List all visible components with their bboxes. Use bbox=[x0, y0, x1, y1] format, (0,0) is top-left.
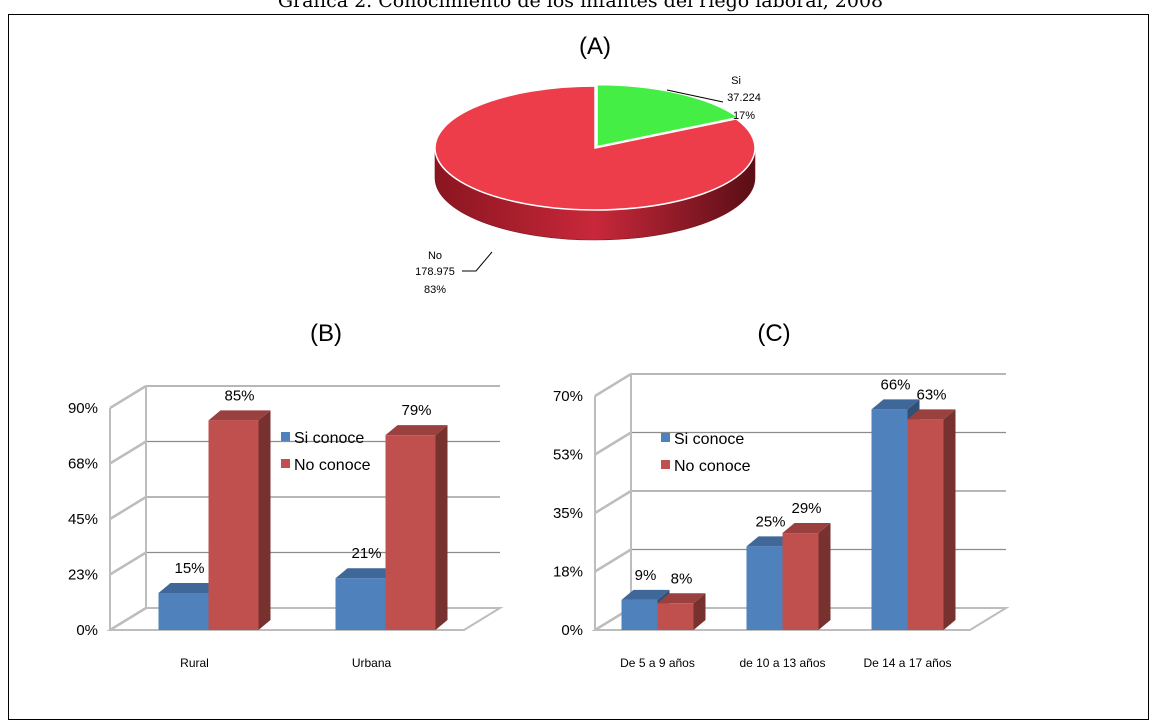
bar-side-c bbox=[693, 593, 706, 630]
figure-title: Gráfica 2. Conocimiento de los infantes … bbox=[277, 0, 884, 12]
legend-label-b: Si conoce bbox=[294, 430, 364, 447]
y-tick-label-c: 53% bbox=[553, 447, 583, 464]
panel-label-a: (A) bbox=[579, 33, 611, 60]
data-label-b: 85% bbox=[224, 387, 254, 404]
y-tick-label-b: 90% bbox=[68, 400, 98, 417]
data-label-b: 15% bbox=[174, 560, 204, 577]
data-label-c: 63% bbox=[916, 386, 946, 403]
category-label-b: Urbana bbox=[352, 656, 392, 670]
label-no-name: No bbox=[428, 250, 442, 262]
legend-label-b: No conoce bbox=[294, 457, 371, 474]
y-tick-label-c: 18% bbox=[553, 564, 583, 581]
y-tick-label-b: 0% bbox=[76, 622, 98, 639]
bar-no-c bbox=[657, 603, 694, 630]
bar-top-c bbox=[657, 593, 706, 604]
category-label-b: Rural bbox=[180, 656, 209, 670]
figure-frame bbox=[8, 14, 1149, 720]
label-si-name: Si bbox=[731, 75, 741, 87]
data-label-b: 21% bbox=[351, 545, 381, 562]
legend-label-c: No conoce bbox=[674, 458, 751, 475]
bar-si-c bbox=[746, 546, 783, 630]
pie-slice-no bbox=[434, 85, 756, 211]
label-si-percent: 17% bbox=[733, 110, 755, 122]
bar-si-c bbox=[871, 409, 908, 630]
legend-swatch-b bbox=[281, 459, 290, 468]
gridline-side-c bbox=[594, 548, 632, 573]
data-label-b: 79% bbox=[401, 402, 431, 419]
bar-side-c bbox=[943, 409, 956, 630]
bar-si-b bbox=[335, 578, 386, 630]
y-tick-label-c: 35% bbox=[553, 505, 583, 522]
gridline-side-b bbox=[109, 440, 147, 465]
y-tick-label-b: 23% bbox=[68, 567, 98, 584]
pie-slice-si bbox=[596, 83, 741, 148]
panel-label-b: (B) bbox=[310, 320, 342, 347]
panel-label-c: (C) bbox=[757, 320, 790, 347]
y-tick-label-c: 70% bbox=[553, 388, 583, 405]
bar-si-c bbox=[621, 599, 658, 630]
bar-chart-c: (C) 0% 18% 35% 53% 70% 9% 8% De 5 a 9 años 25% 29%… bbox=[553, 320, 1010, 670]
bar-si-b bbox=[158, 593, 209, 630]
bar-no-c bbox=[782, 533, 819, 630]
label-si-value: 37.224 bbox=[727, 92, 761, 104]
chart-floor-c bbox=[591, 607, 1010, 631]
gridline-side-c bbox=[594, 372, 632, 398]
category-label-c: De 5 a 9 años bbox=[620, 656, 695, 670]
bar-top-c bbox=[621, 589, 670, 600]
bar-side-b bbox=[435, 425, 448, 630]
legend-label-c: Si conoce bbox=[674, 431, 744, 448]
y-tick-label-b: 45% bbox=[68, 511, 98, 528]
category-label-c: De 14 a 17 años bbox=[863, 656, 951, 670]
bar-no-c bbox=[907, 419, 944, 630]
label-no-percent: 83% bbox=[424, 284, 446, 296]
bar-top-b bbox=[335, 568, 398, 579]
bar-top-c bbox=[782, 523, 831, 534]
y-tick-label-b: 68% bbox=[68, 456, 98, 473]
bar-top-c bbox=[871, 399, 920, 410]
legend-swatch-b bbox=[281, 432, 290, 441]
legend-swatch-c bbox=[661, 460, 670, 469]
bar-no-b bbox=[208, 420, 259, 630]
data-label-c: 8% bbox=[671, 570, 693, 587]
gridline-side-c bbox=[594, 431, 632, 456]
data-label-c: 66% bbox=[880, 376, 910, 393]
bar-top-c bbox=[907, 409, 956, 420]
gridline-side-b bbox=[109, 551, 147, 576]
bar-top-b bbox=[158, 583, 221, 593]
bar-top-b bbox=[385, 425, 448, 436]
leader-line-no bbox=[462, 251, 493, 272]
category-label-c: de 10 a 13 años bbox=[739, 656, 825, 670]
bar-chart-b: (B) 0% 23% 45% 68% 90% 15% 85% Rural 21% 79% Urbana… bbox=[68, 320, 504, 670]
pie-chart-a: (A) Si 37.224 17% No 178.975 83% bbox=[415, 33, 761, 296]
leader-line-si bbox=[666, 89, 724, 103]
gridline-side-b bbox=[109, 384, 147, 410]
gridline-side-c bbox=[594, 489, 632, 515]
bar-side-c bbox=[818, 523, 831, 630]
bar-side-b bbox=[258, 410, 271, 630]
gridline-side-b bbox=[109, 495, 147, 521]
bar-no-b bbox=[385, 435, 436, 630]
legend-swatch-c bbox=[661, 433, 670, 442]
label-no-value: 178.975 bbox=[415, 266, 455, 278]
y-tick-label-c: 0% bbox=[561, 622, 583, 639]
data-label-c: 29% bbox=[791, 500, 821, 517]
data-label-c: 25% bbox=[755, 513, 785, 530]
data-label-c: 9% bbox=[635, 567, 657, 584]
bar-top-b bbox=[208, 410, 271, 421]
